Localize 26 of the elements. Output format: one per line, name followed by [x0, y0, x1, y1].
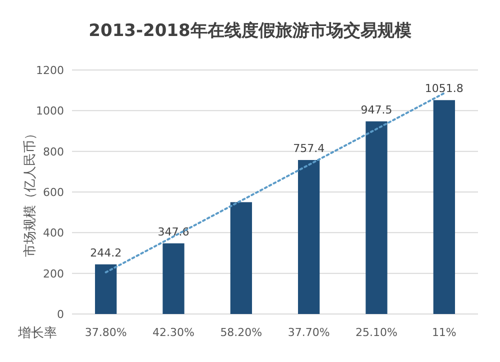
bar [95, 264, 117, 314]
y-axis-title: 市场规模（亿人民币） [23, 127, 38, 257]
y-tick-label: 800 [43, 145, 64, 158]
data-label: 757.4 [293, 142, 325, 155]
bar [230, 202, 252, 314]
x-tick-label: 42.30% [152, 326, 194, 339]
chart-title: 2013-2018年在线度假旅游市场交易规模 [88, 21, 412, 41]
bar [162, 243, 184, 314]
y-tick-label: 600 [43, 186, 64, 199]
x-tick-label: 37.70% [288, 326, 330, 339]
x-tick-label: 11% [432, 326, 456, 339]
bar [366, 121, 388, 314]
y-tick-label: 400 [43, 226, 64, 240]
y-tick-label: 200 [43, 267, 64, 280]
y-tick-label: 1200 [36, 64, 64, 77]
x-tick-label: 58.20% [220, 326, 262, 339]
data-label: 244.2 [90, 246, 122, 260]
y-tick-label: 0 [57, 308, 64, 321]
y-tick-label: 1000 [36, 104, 64, 118]
bar [298, 160, 320, 314]
x-tick-label: 25.10% [356, 326, 398, 339]
data-label: 947.5 [360, 103, 392, 116]
bar [433, 100, 455, 314]
data-label: 1051.8 [424, 82, 464, 96]
x-tick-label: 37.80% [84, 326, 127, 339]
x-axis-title: 增长率 [17, 325, 57, 341]
